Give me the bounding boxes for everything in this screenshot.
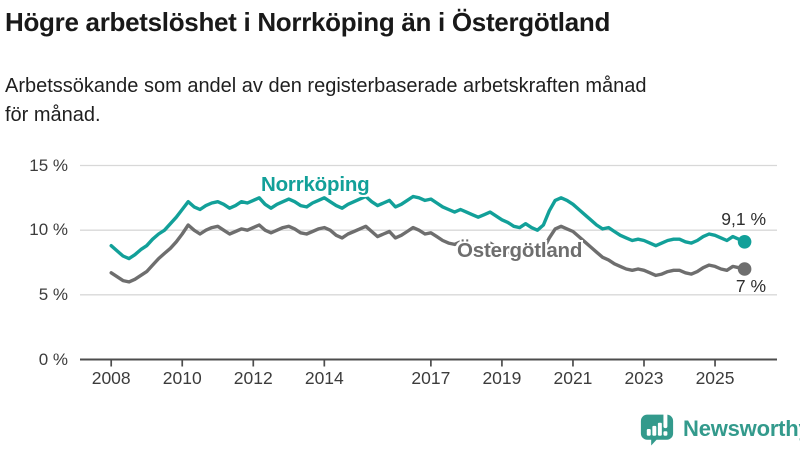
x-tick-label-2017: 2017 xyxy=(411,368,451,388)
y-tick-label-10: 10 % xyxy=(29,220,68,240)
series-line-Norrköping xyxy=(109,194,747,261)
x-tick-label-2014: 2014 xyxy=(304,368,344,388)
series-label-ostergotland: Östergötland xyxy=(457,239,583,262)
bar-chart-speech-bubble-icon xyxy=(640,412,674,446)
x-tick-label-2012: 2012 xyxy=(233,368,273,388)
y-tick-label-15: 15 % xyxy=(29,155,68,175)
subtitle-line-2: för månad. xyxy=(5,103,101,126)
x-tick-label-2025: 2025 xyxy=(695,368,735,388)
x-tick-label-2010: 2010 xyxy=(162,368,202,388)
series-line-Östergötland xyxy=(109,223,747,284)
brand-name: Newsworthy xyxy=(683,416,800,441)
y-tick-label-0: 0 % xyxy=(38,349,68,369)
x-tick-label-2019: 2019 xyxy=(482,368,522,388)
page-title: Högre arbetslöshet i Norrköping än i Öst… xyxy=(5,7,611,37)
series-end-dot-Norrköping xyxy=(737,235,752,249)
x-tick-label-2021: 2021 xyxy=(553,368,593,388)
x-tick-label-2023: 2023 xyxy=(624,368,664,388)
newsworthy-logo-link[interactable]: Newsworthy xyxy=(639,409,800,449)
series-end-dot-Östergötland xyxy=(737,262,752,276)
end-value-label-ostergotland: 7 % xyxy=(735,276,766,296)
subtitle-line-1: Arbetssökande som andel av den registerb… xyxy=(5,75,647,97)
series-label-norrkoping: Norrköping xyxy=(261,173,370,196)
end-value-label-norrkoping: 9,1 % xyxy=(721,209,766,229)
y-tick-label-5: 5 % xyxy=(38,284,68,304)
x-tick-label-2008: 2008 xyxy=(91,368,131,388)
chart-subtitle: Arbetssökande som andel av den registerb… xyxy=(5,72,647,129)
